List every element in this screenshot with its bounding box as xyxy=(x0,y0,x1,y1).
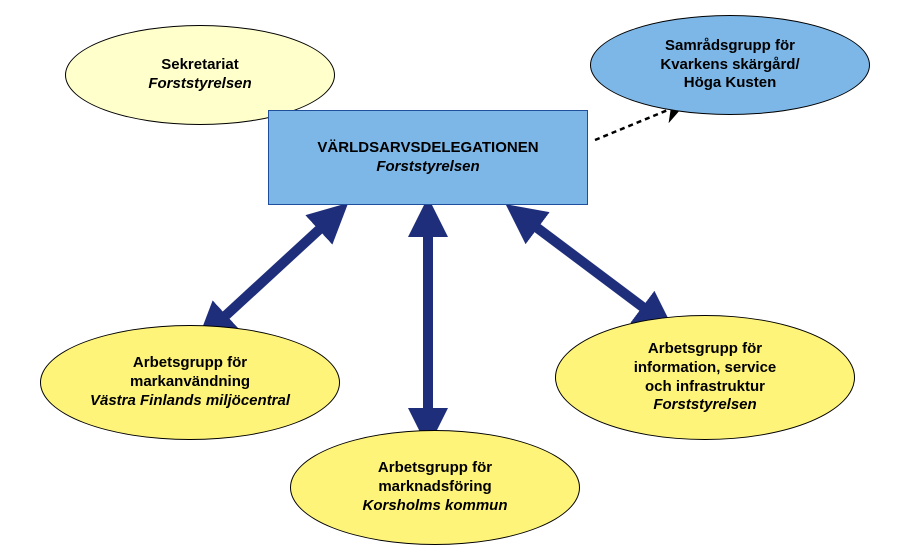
node-title: VÄRLDSARVSDELEGATIONEN xyxy=(317,139,538,158)
node-markanvandning: Arbetsgrupp förmarkanvändning Västra Fin… xyxy=(40,325,340,440)
node-subtitle: Västra Finlands miljöcentral xyxy=(90,392,290,411)
node-samrad: Samrådsgrupp förKvarkens skärgård/Höga K… xyxy=(590,15,870,115)
node-subtitle: Forststyrelsen xyxy=(376,158,479,177)
node-title: Sekretariat xyxy=(161,56,239,75)
node-subtitle: Korsholms kommun xyxy=(362,497,507,516)
node-delegation: VÄRLDSARVSDELEGATIONEN Forststyrelsen xyxy=(268,110,588,205)
node-information: Arbetsgrupp förinformation, serviceoch i… xyxy=(555,315,855,440)
node-marknadsforing: Arbetsgrupp förmarknadsföring Korsholms … xyxy=(290,430,580,545)
node-title: Arbetsgrupp förmarkanvändning xyxy=(130,354,250,392)
node-title: Arbetsgrupp förmarknadsföring xyxy=(378,459,492,497)
node-subtitle: Forststyrelsen xyxy=(653,396,756,415)
edge xyxy=(520,215,660,320)
edge xyxy=(595,105,680,140)
diagram-canvas: { "diagram": { "type": "flowchart", "bac… xyxy=(0,0,898,557)
node-title: Arbetsgrupp förinformation, serviceoch i… xyxy=(634,340,777,396)
node-title: Samrådsgrupp förKvarkens skärgård/Höga K… xyxy=(660,37,799,93)
edge xyxy=(210,215,335,330)
node-subtitle: Forststyrelsen xyxy=(148,75,251,94)
